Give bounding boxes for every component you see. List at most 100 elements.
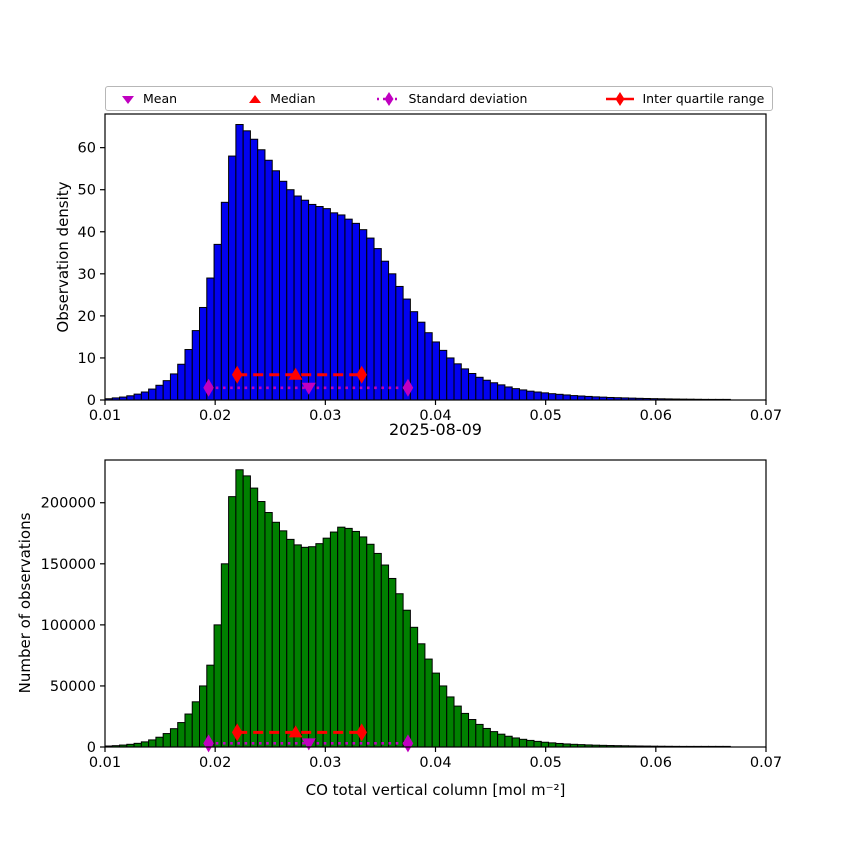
x-tick-label: 0.02 <box>199 408 231 424</box>
histogram-bar <box>264 159 273 401</box>
histogram-bar <box>380 260 390 401</box>
histogram-bar <box>366 543 375 748</box>
histogram-bar <box>293 544 302 748</box>
histogram-bar <box>148 388 157 401</box>
x-tick-label: 0.06 <box>640 755 672 771</box>
y-tick-label: 0 <box>87 740 96 756</box>
legend-item-median: Median <box>247 91 316 106</box>
histogram-bar <box>533 391 542 401</box>
histogram-bar <box>140 741 150 748</box>
histogram-bar <box>126 395 135 401</box>
histogram-bar <box>344 527 353 748</box>
histogram-bar <box>322 208 331 401</box>
histogram-bar <box>366 237 375 401</box>
histogram-bar <box>300 199 310 401</box>
legend-label-standard-deviation: Standard deviation <box>408 91 528 106</box>
histogram-bar <box>329 212 339 401</box>
std-high-marker <box>402 378 414 397</box>
x-tick-label: 0.02 <box>199 755 231 771</box>
x-axis-label: CO total vertical column [mol m⁻²] <box>305 781 566 799</box>
y-tick-label: 50000 <box>50 679 96 695</box>
histogram-bar <box>220 201 230 401</box>
histogram-bar <box>249 487 259 748</box>
histogram-bar <box>555 393 564 401</box>
histogram-bar <box>380 564 390 748</box>
y-tick-label: 150000 <box>41 557 96 573</box>
histogram-bar <box>402 609 411 748</box>
histogram-bar <box>169 373 179 401</box>
histogram-bar <box>220 563 230 748</box>
histogram-bar <box>315 206 324 401</box>
median-marker <box>288 367 303 380</box>
histogram-bar <box>482 379 491 401</box>
histogram-bar <box>162 380 171 401</box>
histogram-bar <box>540 741 550 748</box>
histogram-bar <box>337 526 346 748</box>
histogram-bar <box>249 138 259 401</box>
histogram-bar <box>395 285 404 401</box>
histogram-bar <box>431 341 440 401</box>
histogram-bar <box>184 349 193 401</box>
x-tick-label: 0.06 <box>640 408 672 424</box>
x-tick-label: 0.07 <box>750 408 782 424</box>
histogram-bar <box>155 384 164 401</box>
y-tick-label: 0 <box>87 393 96 409</box>
histogram-bar <box>489 731 499 748</box>
histogram-bar <box>518 738 528 748</box>
legend-label-median: Median <box>270 91 316 106</box>
histogram-bar <box>155 736 164 748</box>
x-tick-label: 0.04 <box>419 408 451 424</box>
histogram-bar <box>133 393 142 401</box>
thin-diamond-dashed-line-icon <box>606 91 635 106</box>
x-tick-label: 0.05 <box>530 755 562 771</box>
histogram-bar <box>417 643 426 748</box>
histogram-bar <box>286 538 295 748</box>
histogram-bar <box>169 728 179 748</box>
histogram-bar <box>468 719 477 748</box>
histogram-bar <box>417 321 426 401</box>
median-marker <box>288 725 303 738</box>
histogram-bar <box>468 373 477 401</box>
y-tick-label: 200000 <box>41 496 96 512</box>
histogram-bar <box>213 243 222 401</box>
histogram-bar <box>489 382 499 401</box>
histogram-bar <box>329 531 339 748</box>
y-tick-label: 20 <box>78 309 96 325</box>
histogram-bar <box>424 658 433 748</box>
mean-marker <box>301 738 316 751</box>
histogram-bar <box>228 155 237 401</box>
legend-label-mean: Mean <box>143 91 178 106</box>
histogram-bar <box>526 739 535 748</box>
histogram-bar <box>358 536 368 748</box>
histogram-bar <box>548 742 557 748</box>
histogram-bar <box>351 530 360 748</box>
histogram-bar <box>548 393 557 401</box>
histogram-bar <box>446 357 455 401</box>
histogram-bar <box>148 739 157 748</box>
histogram-bar <box>395 593 404 748</box>
histogram-bar <box>504 735 513 748</box>
histogram-bar <box>446 696 455 748</box>
x-tick-label: 0.07 <box>750 755 782 771</box>
histogram-bar <box>511 388 520 401</box>
histogram-bar <box>569 395 579 401</box>
histogram-bar <box>475 723 484 748</box>
plot-title-date: 2025-08-09 <box>389 420 482 439</box>
histogram-bar <box>177 722 186 748</box>
y-axis-label-top: Observation density <box>54 181 72 333</box>
q1-marker <box>231 723 243 742</box>
histogram-bar <box>373 248 382 401</box>
histogram-bar <box>257 149 266 401</box>
histogram-bar <box>533 740 542 748</box>
histogram-bar <box>409 626 419 748</box>
y-tick-label: 40 <box>78 225 96 241</box>
histogram-bar <box>140 391 150 401</box>
legend-item-standard-deviation: Standard deviation <box>376 91 528 107</box>
histogram-bar <box>344 218 353 401</box>
q3-marker <box>356 365 367 384</box>
legend-label-inter-quartile-range: Inter quartile range <box>642 91 765 106</box>
histogram-bar <box>242 130 251 401</box>
histogram-bar <box>191 330 201 401</box>
histogram-bar <box>315 543 324 748</box>
histogram-bar <box>235 469 244 748</box>
